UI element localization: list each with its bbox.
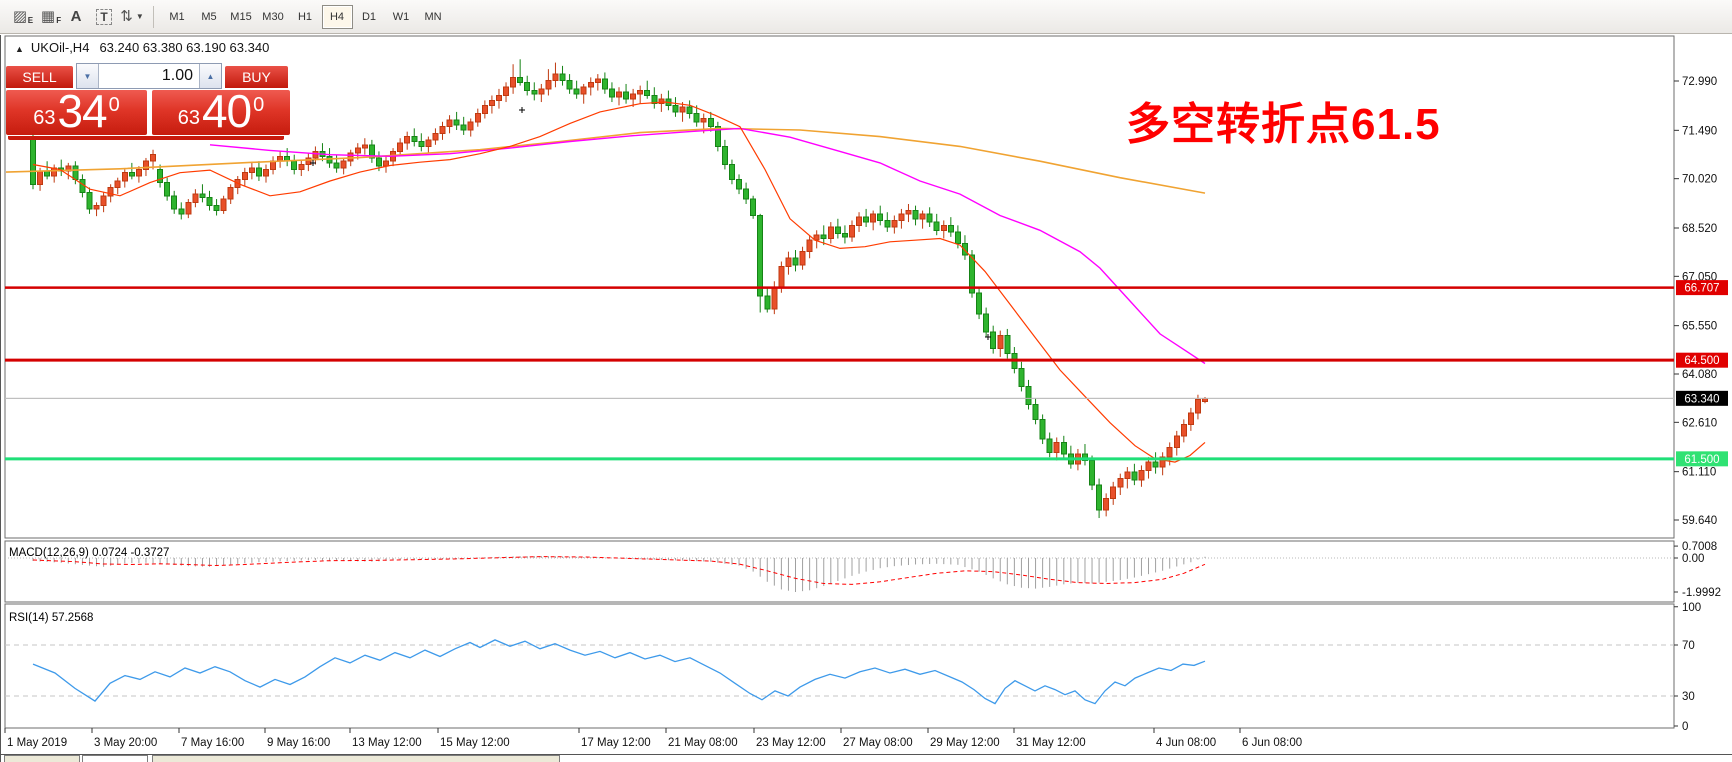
svg-text:61.110: 61.110 (1682, 467, 1716, 479)
volume-increase-button[interactable]: ▲ (199, 64, 221, 88)
svg-text:6 Jun 08:00: 6 Jun 08:00 (1242, 737, 1302, 749)
svg-text:RSI(14) 57.2568: RSI(14) 57.2568 (9, 612, 93, 624)
timeframe-w1-button[interactable]: W1 (392, 10, 410, 23)
timeframe-mn-button[interactable]: MN (424, 10, 442, 23)
svg-text:64.080: 64.080 (1682, 369, 1717, 381)
time-axis: 1 May 2019 3 May 20:00 7 May 16:00 9 May 16… (4, 728, 1302, 749)
sell-price-big: 34 (57, 85, 107, 137)
chart-header: ▲ UKOil-,H4 63.240 63.380 63.190 63.340 (12, 40, 273, 55)
cross-markers (310, 107, 991, 340)
symbol-period-label: UKOil-,H4 (30, 40, 90, 55)
buy-price-big: 40 (201, 85, 252, 137)
svg-text:MACD(12,26,9) 0.0724 -0.3727: MACD(12,26,9) 0.0724 -0.3727 (9, 547, 169, 559)
svg-text:21 May 08:00: 21 May 08:00 (668, 737, 738, 749)
collapse-triangle-icon[interactable]: ▲ (15, 44, 24, 54)
volume-input[interactable] (99, 64, 199, 88)
one-click-trade-panel: SELL ▼ ▲ BUY 63 34 0 63 40 0 (6, 62, 290, 140)
svg-text:63.340: 63.340 (1684, 393, 1719, 405)
svg-text:4 Jun 08:00: 4 Jun 08:00 (1156, 737, 1216, 749)
svg-text:71.490: 71.490 (1682, 125, 1717, 137)
svg-text:3 May 20:00: 3 May 20:00 (94, 737, 157, 749)
grid-f-tool-button[interactable]: ▦ F (35, 4, 61, 29)
text-box-tool-button[interactable]: T (91, 4, 117, 29)
price-axis: 72.99071.49070.02068.52067.05065.55064.0… (1674, 76, 1728, 527)
svg-text:-1.9992: -1.9992 (1682, 587, 1721, 599)
arrows-dropdown-caret-icon[interactable]: ▼ (135, 12, 144, 21)
arrows-icon: ⇅ (120, 8, 133, 25)
svg-text:0.00: 0.00 (1682, 553, 1704, 565)
hatch-e-tool-button[interactable]: ▨ E (7, 4, 33, 29)
svg-text:61.500: 61.500 (1684, 454, 1719, 466)
buy-price-pip: 0 (253, 94, 265, 116)
svg-text:66.707: 66.707 (1684, 283, 1719, 295)
svg-text:15 May 12:00: 15 May 12:00 (440, 737, 510, 749)
svg-text:0.7008: 0.7008 (1682, 541, 1717, 553)
svg-text:23 May 12:00: 23 May 12:00 (756, 737, 826, 749)
svg-text:1 May 2019: 1 May 2019 (7, 737, 67, 749)
chart-tabs-bar (0, 755, 1732, 762)
ma-medium-line (209, 127, 1206, 365)
svg-text:64.500: 64.500 (1684, 355, 1719, 367)
svg-text:62.610: 62.610 (1682, 417, 1717, 429)
text-a-icon: A (70, 8, 82, 25)
svg-text:70: 70 (1682, 640, 1695, 652)
chart-tab-active[interactable] (82, 755, 148, 762)
buy-price-base: 63 (177, 107, 200, 129)
trade-panel-underline (8, 136, 284, 140)
svg-text:100: 100 (1682, 602, 1701, 614)
sell-price-pip: 0 (108, 94, 120, 116)
volume-decrease-button[interactable]: ▼ (77, 64, 99, 88)
sell-price-base: 63 (33, 107, 56, 129)
svg-text:29 May 12:00: 29 May 12:00 (930, 737, 1000, 749)
timeframe-d1-button[interactable]: D1 (361, 10, 377, 23)
svg-text:65.550: 65.550 (1682, 321, 1717, 333)
svg-text:68.520: 68.520 (1682, 223, 1717, 235)
toolbar: ▨ E ▦ F A T ⇅ ▼ M1 M5 M15 M30 H1 H4 D1 W1 … (0, 0, 1732, 34)
ma-slow-line (5, 127, 1206, 194)
sell-button[interactable]: SELL (6, 66, 73, 88)
timeframe-h1-button[interactable]: H1 (297, 10, 313, 23)
text-box-icon: T (96, 8, 112, 25)
arrows-tool-button[interactable]: ⇅ ▼ (119, 4, 145, 29)
timeframe-m30-button[interactable]: M30 (262, 10, 284, 23)
level-lines-layer (5, 286, 1674, 461)
toolbar-separator (153, 5, 154, 28)
chart-tab[interactable] (152, 755, 560, 762)
svg-text:31 May 12:00: 31 May 12:00 (1016, 737, 1086, 749)
svg-text:27 May 08:00: 27 May 08:00 (843, 737, 913, 749)
timeframe-h4-button[interactable]: H4 (321, 4, 353, 29)
svg-text:70.020: 70.020 (1682, 174, 1717, 186)
svg-text:30: 30 (1682, 691, 1695, 703)
svg-text:72.990: 72.990 (1682, 76, 1717, 88)
hatch-e-icon: ▨ E (12, 8, 34, 25)
ohlc-values: 63.240 63.380 63.190 63.340 (99, 40, 270, 55)
chart-annotation-text: 多空转折点61.5 (1126, 100, 1441, 149)
text-label-tool-button[interactable]: A (63, 4, 89, 29)
grid-f-icon: ▦ F (40, 8, 62, 25)
svg-text:59.640: 59.640 (1682, 515, 1717, 527)
volume-stepper: ▼ ▲ (76, 63, 222, 89)
svg-text:7 May 16:00: 7 May 16:00 (181, 737, 244, 749)
timeframe-m1-button[interactable]: M1 (169, 10, 185, 23)
sell-price-button[interactable]: 63 34 0 (6, 85, 147, 137)
chart-tab[interactable] (4, 755, 80, 762)
svg-text:9 May 16:00: 9 May 16:00 (267, 737, 330, 749)
timeframe-m5-button[interactable]: M5 (201, 10, 217, 23)
rsi-pane: 100 70 30 0 RSI(14) 57.2568 (5, 602, 1701, 733)
svg-text:17 May 12:00: 17 May 12:00 (581, 737, 651, 749)
buy-price-button[interactable]: 63 40 0 (152, 85, 290, 137)
svg-text:0: 0 (1682, 721, 1688, 733)
buy-button[interactable]: BUY (225, 66, 288, 88)
svg-text:13 May 12:00: 13 May 12:00 (352, 737, 422, 749)
timeframe-m15-button[interactable]: M15 (230, 10, 252, 23)
